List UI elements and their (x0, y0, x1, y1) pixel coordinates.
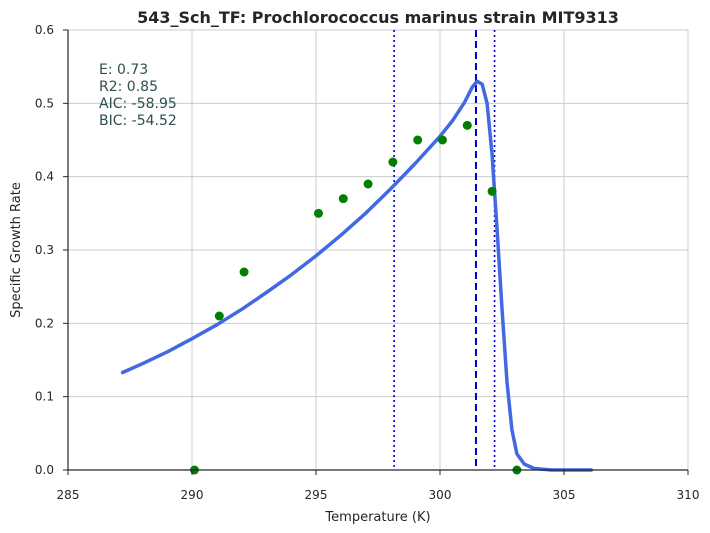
stat-annotation: R2: 0.85 (99, 79, 158, 95)
y-ticks: 0.0 0.1 0.2 0.3 0.4 0.5 0.6 (35, 23, 68, 477)
fitted-curve-layer (120, 79, 594, 472)
data-point (214, 311, 224, 321)
y-axis-title: Specific Growth Rate (9, 182, 24, 318)
chart-title: 543_Sch_TF: Prochlorococcus marinus stra… (137, 8, 619, 27)
y-tick-label: 0.6 (35, 23, 54, 37)
x-tick-label: 300 (429, 488, 452, 502)
observed-points (189, 120, 522, 475)
data-point (462, 120, 472, 130)
y-tick-label: 0.3 (35, 243, 54, 257)
fitted-curve (120, 79, 594, 472)
x-axis-title: Temperature (K) (324, 510, 430, 525)
data-point (437, 135, 447, 145)
x-tick-label: 305 (553, 488, 576, 502)
stat-annotation: E: 0.73 (99, 62, 148, 78)
y-tick-label: 0.2 (35, 316, 54, 330)
data-point (313, 208, 323, 218)
data-point (338, 194, 348, 204)
stat-annotation: BIC: -54.52 (99, 113, 177, 129)
data-point (239, 267, 249, 277)
x-tick-label: 310 (677, 488, 700, 502)
x-tick-label: 290 (181, 488, 204, 502)
y-tick-label: 0.0 (35, 463, 54, 477)
data-point (363, 179, 373, 189)
stat-annotation: AIC: -58.95 (99, 96, 177, 112)
data-point (487, 186, 497, 196)
reference-lines (393, 30, 496, 470)
data-point (388, 157, 398, 167)
grid (67, 29, 689, 471)
x-ticks: 285 290 295 300 305 310 (57, 470, 700, 502)
data-point (413, 135, 423, 145)
y-tick-label: 0.4 (35, 170, 54, 184)
x-tick-label: 285 (57, 488, 80, 502)
y-tick-label: 0.1 (35, 390, 54, 404)
x-tick-label: 295 (305, 488, 328, 502)
y-tick-label: 0.5 (35, 96, 54, 110)
